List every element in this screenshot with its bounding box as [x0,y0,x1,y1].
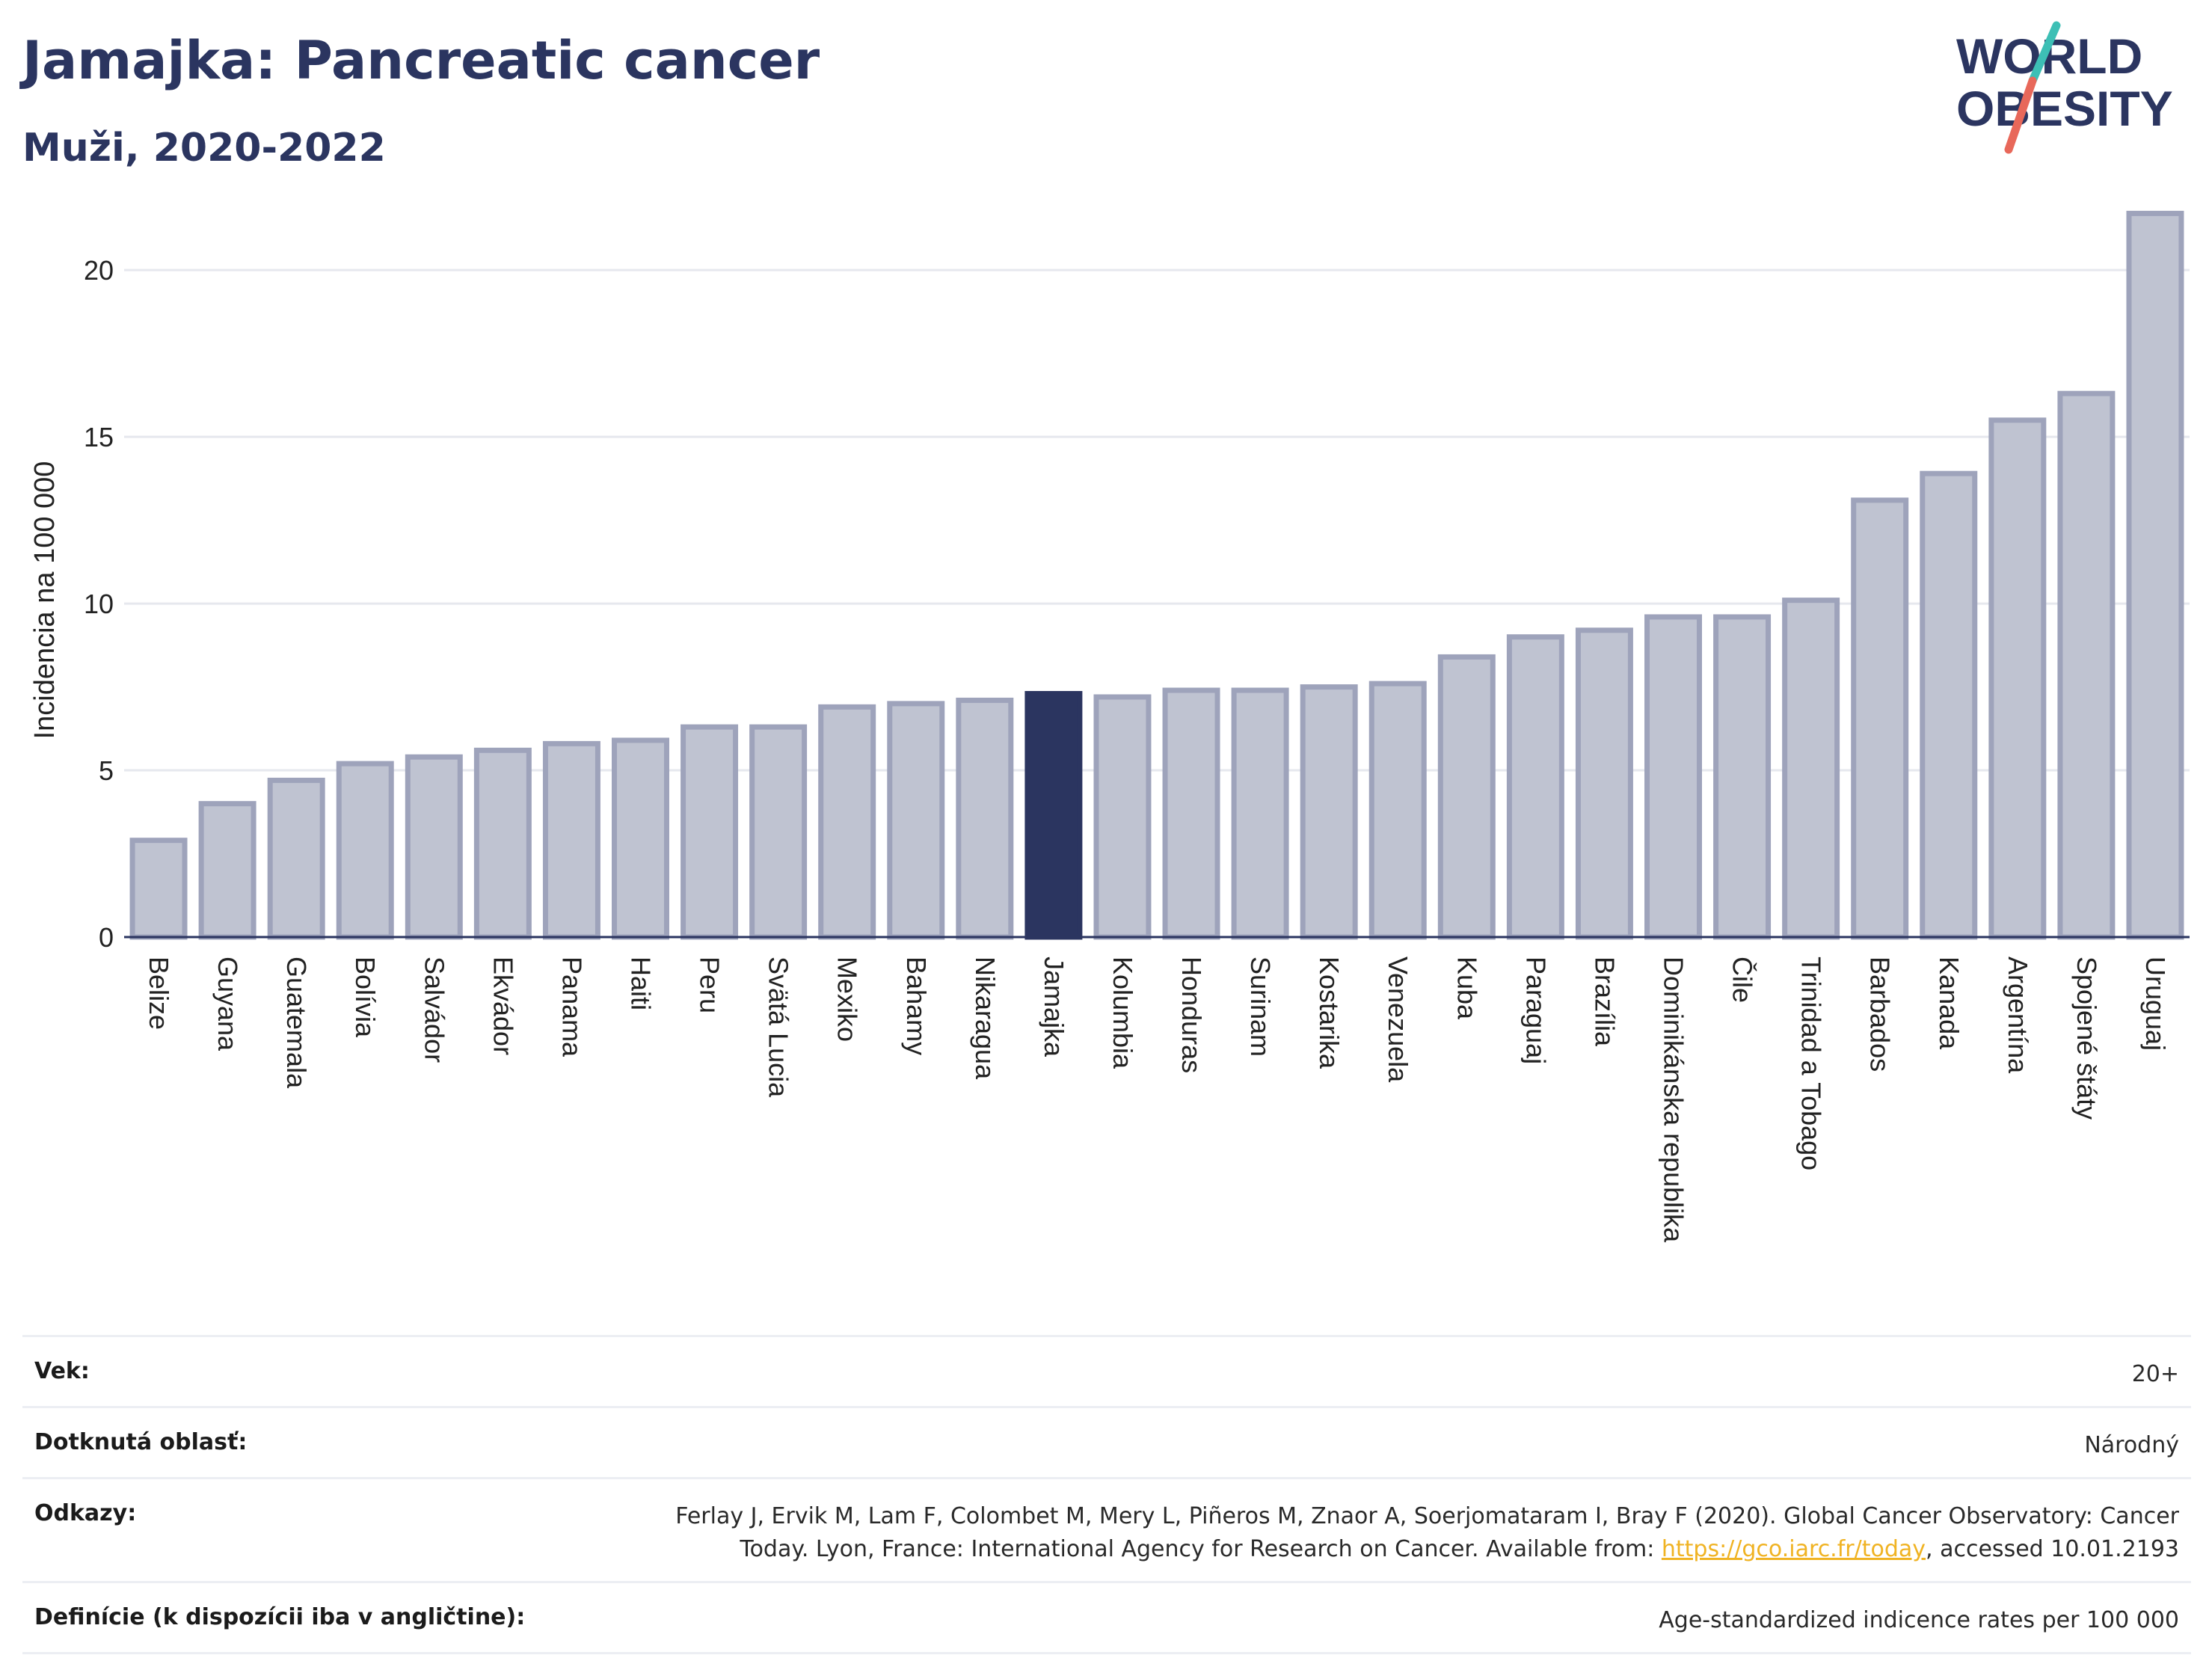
grid-lines [124,268,2190,772]
references-link[interactable]: https://gco.iarc.fr/today [1661,1536,1926,1562]
bar-bahamy [887,701,945,940]
info-row-age: Vek: 20+ [22,1335,2191,1406]
y-axis-label: Incidencia na 100 000 [29,461,61,740]
bar-uruguaj [2126,210,2184,940]
x-tick-label: Paraguaj [1520,957,1551,1064]
bar-barbados [1851,497,1909,940]
age-value: 20+ [2131,1361,2179,1387]
x-tick-label: Čile [1727,957,1758,1003]
x-tick-label: Dominikánska republika [1659,957,1689,1243]
x-tick-label: Honduras [1176,957,1207,1073]
x-tick-label: Bolívia [350,957,381,1038]
x-tick-label: Venezuela [1383,957,1413,1083]
x-tick-label: Guyana [212,957,243,1051]
x-tick-label: Mexiko [832,957,863,1042]
info-row-definitions: Definície (k dispozícii iba v angličtine… [22,1581,2191,1654]
y-tick-label: 0 [99,922,114,953]
bar-čile [1713,614,1772,940]
bar-argentína [1988,417,2047,940]
definitions-label: Definície (k dispozícii iba v angličtine… [34,1604,526,1630]
chart-title: Jamajka: Pancreatic cancer [22,30,820,91]
bar-kanada [1920,470,1978,940]
info-row-area: Dotknutá oblasť: Národný [22,1406,2191,1477]
x-tick-label: Ekvádor [488,957,518,1055]
y-axis-ticks: 0 5 10 15 20 [84,255,114,953]
bar-salvádor [405,754,463,940]
references-text: Ferlay J, Ervik M, Lam F, Colombet M, Me… [675,1503,2179,1562]
x-tick-label: Guatemala [281,957,312,1089]
x-tick-label: Surinam [1245,957,1276,1057]
bar-bolívia [336,761,394,940]
x-tick-label: Salvádor [419,957,449,1063]
x-tick-label: Peru [695,957,725,1013]
x-tick-label: Spojené štáty [2071,957,2102,1120]
bar-haiti [612,737,669,940]
x-tick-label: Nikaragua [970,957,1001,1080]
world-obesity-logo: WORLD OBESITY [1956,21,2173,154]
bar-brazília [1575,627,1633,940]
bar-guyana [198,801,256,940]
x-tick-label: Jamajka [1039,957,1069,1057]
bar-jamajka [1024,690,1083,940]
bar-kuba [1437,654,1496,940]
bar-kostarika [1300,684,1358,940]
info-table: Vek: 20+ Dotknutá oblasť: Národný Odkazy… [22,1335,2191,1654]
bar-mexiko [818,704,876,940]
logo-slash-bottom [2004,76,2037,154]
area-label: Dotknutá oblasť: [34,1429,248,1455]
logo-slash-top [2028,21,2061,85]
bar-trinidad-a-tobago [1782,598,1840,940]
x-tick-label: Kuba [1451,957,1482,1020]
bar-dominikánska-republika [1644,614,1702,940]
bars [129,210,2184,940]
x-tick-label: Brazília [1589,957,1620,1047]
bar-svätá-lucia [749,724,808,940]
references-label: Odkazy: [34,1500,137,1526]
info-row-references: Odkazy: Ferlay J, Ervik M, Lam F, Colomb… [22,1477,2191,1581]
bar-belize [129,838,188,940]
bar-panama [542,740,600,940]
x-tick-label: Barbados [1865,957,1896,1072]
y-tick-label: 20 [84,255,114,286]
references-value: Ferlay J, Ervik M, Lam F, Colombet M, Me… [609,1500,2179,1566]
x-tick-label: Trinidad a Tobago [1796,957,1827,1170]
x-axis-labels: Belize Guyana Guatemala Bolívia Salvádor Ekvá… [144,957,2171,1243]
bar-guatemala [267,777,325,940]
area-value: Národný [2084,1432,2179,1458]
definitions-value: Age-standardized indicence rates per 100… [1659,1607,2179,1633]
bar-chart: 0 5 10 15 20 Belize Guyana Guatemala Bolívia Sal… [29,210,2190,1243]
x-tick-label: Kostarika [1314,957,1345,1069]
logo-word-obesity: OBESITY [1956,81,2173,136]
chart-subtitle: Muži, 2020-2022 [22,126,386,171]
x-tick-label: Svätá Lucia [764,957,794,1098]
bar-venezuela [1368,681,1427,940]
y-tick-label: 10 [84,589,114,619]
x-tick-label: Argentína [2003,957,2033,1074]
bar-peru [681,724,739,940]
bar-kolumbia [1093,694,1152,940]
bar-spojené-štáty [2057,390,2116,940]
x-tick-label: Kanada [1934,957,1964,1050]
x-tick-label: Kolumbia [1107,957,1138,1069]
x-tick-label: Haiti [626,957,657,1010]
bar-honduras [1162,687,1220,940]
age-label: Vek: [34,1358,90,1384]
x-tick-label: Belize [144,957,174,1030]
x-tick-label: Uruguaj [2140,957,2171,1051]
bar-nikaragua [956,697,1014,940]
x-tick-label: Bahamy [901,957,932,1055]
y-tick-label: 15 [84,422,114,452]
bar-surinam [1231,687,1289,940]
x-tick-label: Panama [556,957,587,1057]
references-accessed: , accessed 10.01.2193 [1926,1536,2179,1562]
bar-ekvádor [473,747,532,940]
bar-paraguaj [1506,634,1564,940]
y-tick-label: 5 [99,755,114,786]
